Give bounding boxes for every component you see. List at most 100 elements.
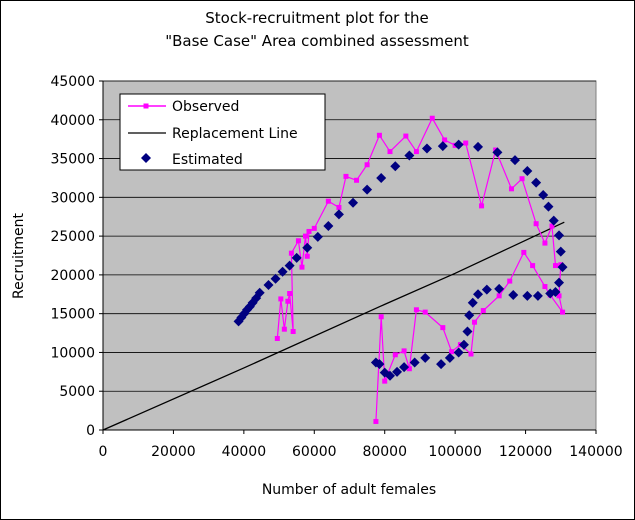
estimated-point — [390, 161, 401, 172]
observed-point — [468, 351, 474, 357]
x-axis-label: Number of adult females — [262, 482, 436, 498]
estimated-point — [548, 215, 559, 226]
estimated-point — [473, 141, 484, 152]
observed-point — [533, 221, 539, 227]
observed-point — [373, 418, 379, 424]
legend: Observed Replacement Line Estimated — [119, 93, 326, 171]
observed-point — [336, 204, 342, 210]
estimated-point — [348, 197, 359, 208]
x-tick-label: 140000 — [569, 444, 622, 460]
observed-point — [442, 137, 448, 143]
observed-point — [553, 263, 559, 269]
estimated-point — [508, 290, 519, 301]
y-tick-label: 45000 — [50, 74, 95, 90]
observed-point — [278, 296, 284, 302]
observed-point — [422, 309, 428, 315]
chart-title-line-2: "Base Case" Area combined assessment — [165, 32, 469, 50]
estimated-point — [458, 339, 469, 350]
chart-title-line-1: Stock-recruitment plot for the — [205, 9, 428, 27]
observed-point — [378, 314, 384, 320]
estimated-point — [554, 277, 565, 288]
observed-point — [413, 149, 419, 155]
observed-point — [530, 263, 536, 269]
estimated-point — [555, 246, 566, 257]
observed-point — [549, 223, 555, 229]
estimated-point — [312, 231, 323, 242]
observed-point — [302, 233, 308, 239]
estimated-point — [531, 177, 542, 188]
estimated-point — [263, 279, 274, 290]
observed-point — [376, 132, 382, 138]
observed-point — [542, 240, 548, 246]
estimated-point — [254, 287, 265, 298]
estimated-point — [379, 367, 390, 378]
observed-point — [479, 203, 485, 209]
estimated-point — [532, 290, 543, 301]
y-axis-ticks: 0 5000 10000 15000 20000 25000 30000 35000 40000… — [50, 74, 103, 439]
estimated-point — [467, 297, 478, 308]
replacement-line-series — [102, 221, 565, 431]
observed-point — [480, 308, 486, 314]
observed-point — [387, 149, 393, 155]
x-tick-label: 20000 — [151, 444, 196, 460]
observed-point — [401, 348, 407, 354]
observed-point — [449, 349, 455, 355]
observed-point — [281, 326, 287, 332]
observed-point — [521, 249, 527, 255]
x-tick-label: 100000 — [428, 444, 481, 460]
estimated-point — [399, 362, 410, 373]
estimated-point — [453, 139, 464, 150]
legend-replacement-label: Replacement Line — [172, 126, 298, 142]
estimated-point — [404, 150, 415, 161]
estimated-point — [481, 284, 492, 295]
observed-point — [354, 177, 360, 183]
observed-point — [288, 250, 294, 256]
observed-point — [508, 186, 514, 192]
x-tick-label: 60000 — [292, 444, 337, 460]
y-tick-label: 40000 — [50, 113, 95, 129]
estimated-point — [462, 326, 473, 337]
observed-point — [507, 278, 513, 284]
chart-title: Stock-recruitment plot for the "Base Cas… — [165, 9, 469, 50]
estimated-point — [492, 147, 503, 158]
observed-point — [542, 284, 548, 290]
observed-point — [295, 238, 301, 244]
estimated-point — [464, 310, 475, 321]
estimated-point — [473, 289, 484, 300]
observed-point — [496, 293, 502, 299]
y-tick-label: 0 — [86, 423, 95, 439]
legend-observed-label: Observed — [172, 99, 239, 115]
observed-point — [382, 378, 388, 384]
estimated-point — [522, 290, 533, 301]
x-tick-label: 120000 — [499, 444, 552, 460]
observed-point — [306, 228, 312, 234]
observed-point — [299, 264, 305, 270]
estimated-point — [453, 347, 464, 358]
estimated-point — [323, 221, 334, 232]
legend-estimated-label: Estimated — [172, 152, 243, 168]
observed-point — [285, 298, 291, 304]
estimated-point — [437, 141, 448, 152]
gridlines — [103, 80, 596, 392]
observed-point — [472, 319, 478, 325]
estimated-point — [543, 201, 554, 212]
replacement-line — [102, 221, 565, 431]
estimated-point — [270, 273, 281, 284]
estimated-point — [420, 352, 431, 363]
estimated-point — [510, 155, 521, 166]
observed-point — [403, 133, 409, 139]
y-tick-label: 30000 — [50, 190, 95, 206]
estimated-point — [277, 266, 288, 277]
y-tick-label: 35000 — [50, 152, 95, 168]
estimated-point — [370, 357, 381, 368]
estimated-point — [376, 172, 387, 183]
estimated-point — [392, 366, 403, 377]
y-tick-label: 5000 — [59, 384, 95, 400]
observed-point — [560, 309, 566, 315]
estimated-point — [409, 357, 420, 368]
y-tick-label: 20000 — [50, 268, 95, 284]
observed-point — [413, 307, 419, 313]
estimated-series — [233, 139, 568, 381]
y-tick-label: 10000 — [50, 345, 95, 361]
estimated-point — [545, 288, 556, 299]
